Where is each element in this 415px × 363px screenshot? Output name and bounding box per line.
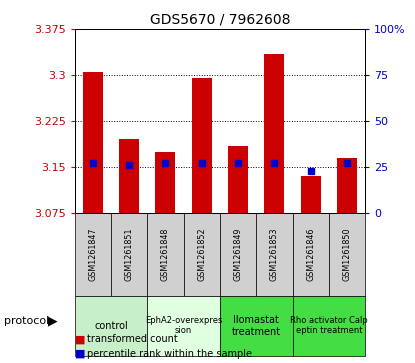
Text: protocol: protocol — [4, 316, 49, 326]
Bar — [119, 139, 139, 213]
Text: GSM1261852: GSM1261852 — [197, 228, 206, 281]
Bar — [156, 152, 176, 213]
Text: GSM1261849: GSM1261849 — [234, 228, 243, 281]
Bar — [220, 296, 293, 356]
Bar — [111, 213, 147, 296]
Bar — [264, 54, 284, 213]
Bar — [329, 213, 365, 296]
Text: GSM1261847: GSM1261847 — [88, 228, 98, 281]
Title: GDS5670 / 7962608: GDS5670 / 7962608 — [150, 12, 290, 26]
Bar — [75, 296, 147, 356]
Bar — [228, 146, 248, 213]
Bar — [147, 296, 220, 356]
Bar — [183, 213, 220, 296]
Text: GSM1261846: GSM1261846 — [306, 228, 315, 281]
Bar — [192, 78, 212, 213]
Text: ▶: ▶ — [48, 315, 57, 328]
Text: EphA2-overexpres
sion: EphA2-overexpres sion — [145, 316, 222, 335]
Text: percentile rank within the sample: percentile rank within the sample — [87, 349, 252, 359]
Text: GSM1261853: GSM1261853 — [270, 228, 279, 281]
Text: ■: ■ — [75, 349, 85, 359]
Text: ■: ■ — [75, 334, 85, 344]
Text: transformed count: transformed count — [87, 334, 178, 344]
Bar — [293, 213, 329, 296]
Bar — [337, 158, 357, 213]
Bar — [83, 72, 103, 213]
Bar — [220, 213, 256, 296]
Bar — [147, 213, 183, 296]
Bar — [75, 213, 111, 296]
Bar — [293, 296, 365, 356]
Text: GSM1261848: GSM1261848 — [161, 228, 170, 281]
Bar — [301, 176, 321, 213]
Bar — [256, 213, 293, 296]
Text: Rho activator Calp
eptin treatment: Rho activator Calp eptin treatment — [290, 316, 368, 335]
Text: Ilomastat
treatment: Ilomastat treatment — [232, 315, 281, 337]
Text: GSM1261850: GSM1261850 — [342, 228, 352, 281]
Text: GSM1261851: GSM1261851 — [124, 228, 134, 281]
Text: control: control — [94, 321, 128, 331]
